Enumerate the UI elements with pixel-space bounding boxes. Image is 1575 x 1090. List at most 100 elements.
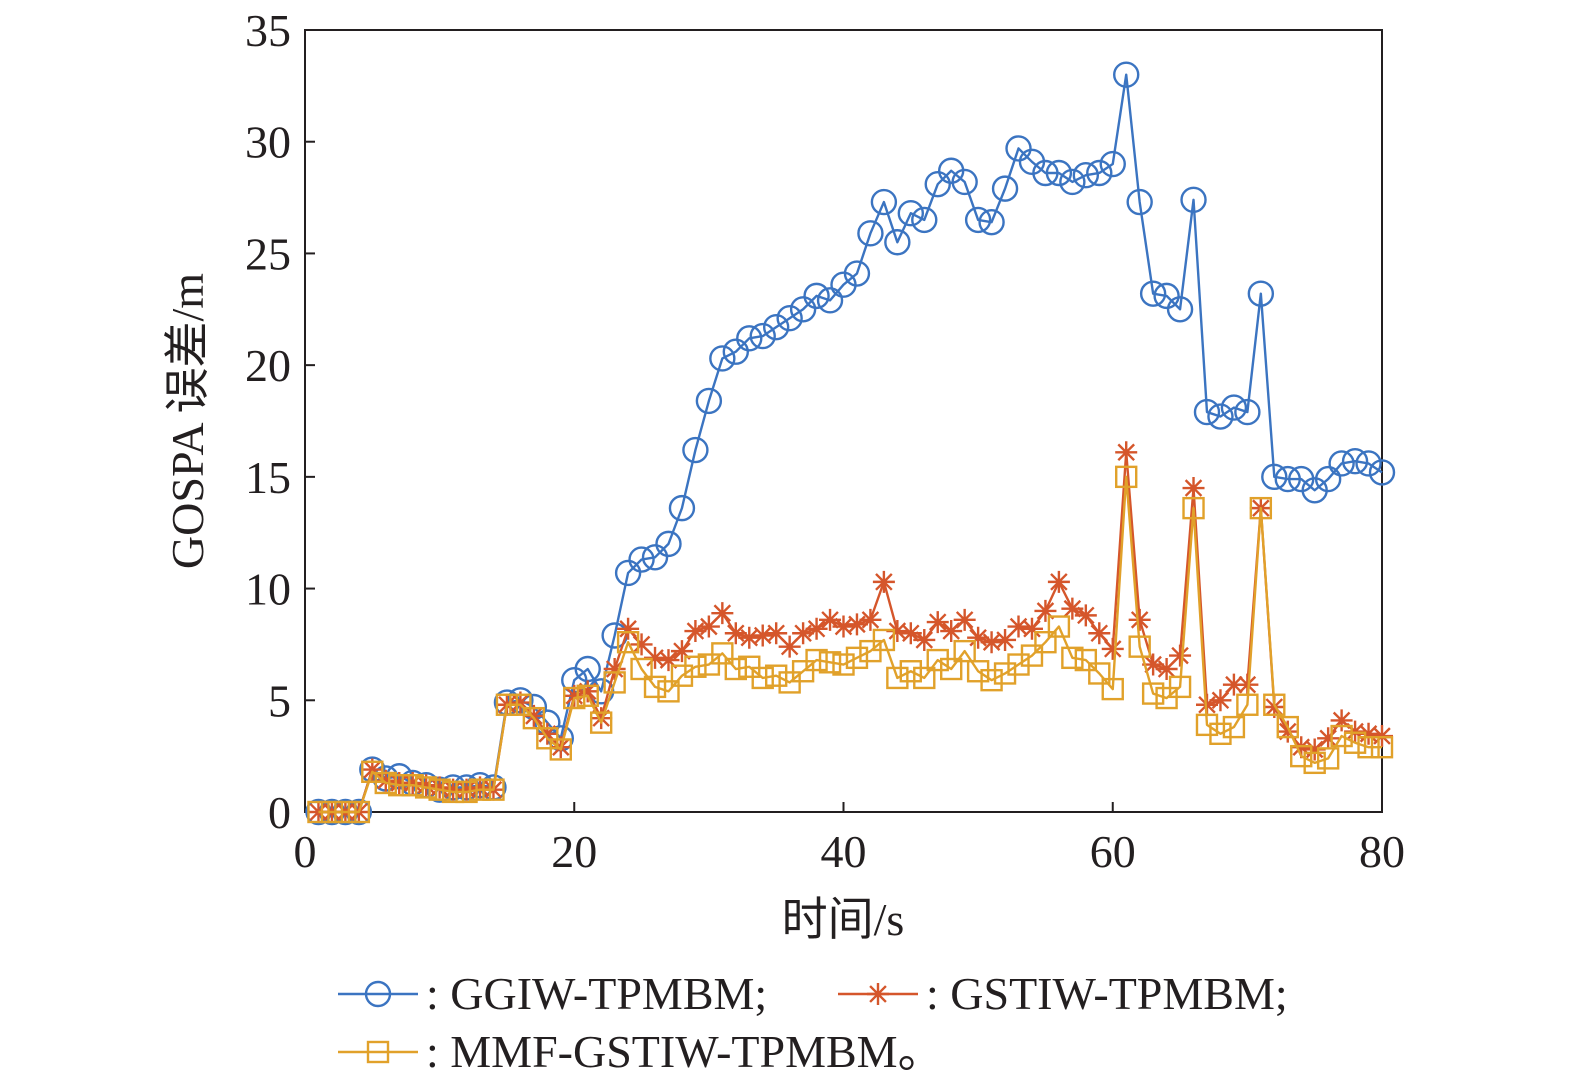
data-point [711,602,734,625]
data-point [415,774,438,797]
series-mmf-gstiw-tpmbm [307,465,1394,824]
data-point [1316,747,1340,770]
data-point [1357,736,1380,759]
data-point [1168,675,1192,699]
data-point [1059,168,1086,196]
axis-ticks: 0 20 40 60 80 0 5 10 15 20 25 30 35 [245,5,1405,877]
data-point [911,206,938,234]
x-tick-label: 80 [1359,826,1405,877]
data-point [897,200,925,227]
data-point [697,615,720,638]
data-point [884,229,911,256]
legend-marker [366,1040,390,1064]
data-point [991,175,1019,202]
data-point [953,639,976,663]
data-point [886,666,909,690]
data-point [668,494,696,522]
data-point [1101,677,1124,701]
data-point [374,769,397,792]
data-point [576,680,599,703]
data-point [1007,615,1030,638]
x-tick-label: 20 [551,826,597,877]
data-point [643,675,667,699]
data-point [682,436,709,464]
data-point [657,680,680,703]
data-point [617,617,640,640]
y-tick-label: 5 [268,675,291,726]
data-point [1128,608,1151,631]
data-point [1101,637,1124,660]
data-point [1126,188,1153,216]
data-point [428,776,451,799]
data-point [1182,477,1205,500]
data-point [765,622,788,645]
data-point [980,631,1003,654]
data-point [1330,724,1353,748]
legend-item-gstiw-tpmbm: : GSTIW-TPMBM; [838,968,1288,1019]
data-point [924,170,951,198]
y-tick-label: 25 [245,228,291,279]
legend-marker [364,980,392,1008]
data-point [792,622,815,645]
data-point [1341,448,1369,475]
data-point [455,780,478,804]
data-point [536,722,559,745]
series-layer [305,61,1396,826]
data-point [1113,61,1140,88]
data-point [1115,441,1138,464]
legend-item-mmf-gstiw-tpmbm: : MMF-GSTIW-TPMBM。 [338,1026,944,1077]
data-point [1314,465,1342,493]
data-point [603,671,626,694]
data-point [859,608,882,631]
data-point [709,345,736,372]
data-point [361,758,384,781]
data-point [1290,744,1313,768]
data-point [1182,496,1205,520]
data-point [940,657,963,681]
data-point [843,260,871,287]
data-point [509,693,532,716]
data-point [803,282,830,310]
data-point [832,653,855,676]
data-point [590,707,613,730]
data-point [899,660,923,683]
data-point [616,630,640,654]
data-point [563,684,586,707]
data-point [1074,604,1097,627]
data-point [1074,648,1098,672]
data-point [778,635,801,658]
data-point [1303,751,1326,775]
data-point [576,684,599,708]
data-point [738,626,761,649]
data-point [428,778,451,801]
data-point [1261,463,1288,491]
data-point [1247,280,1275,307]
data-point [722,338,749,365]
data-point [482,778,505,801]
x-axis-title: 时间/s [782,894,905,945]
data-point [589,711,613,734]
data-point [1355,450,1382,477]
y-tick-label: 35 [245,5,291,56]
data-point [1276,715,1299,739]
data-point [684,620,707,643]
data-point [845,613,868,636]
data-point [455,778,478,801]
data-point [1195,693,1218,716]
data-point [603,658,626,681]
data-point [805,617,828,640]
data-point [1303,738,1326,761]
data-point [1209,722,1232,745]
data-point [967,626,990,649]
data-point [886,620,909,643]
data-point [1088,622,1111,645]
data-point [630,633,653,656]
data-point [630,657,653,681]
data-point [388,771,411,794]
data-point [1193,398,1221,426]
data-point [628,546,655,573]
data-point [1166,296,1194,323]
data-point [574,655,601,683]
data-point [940,620,963,643]
